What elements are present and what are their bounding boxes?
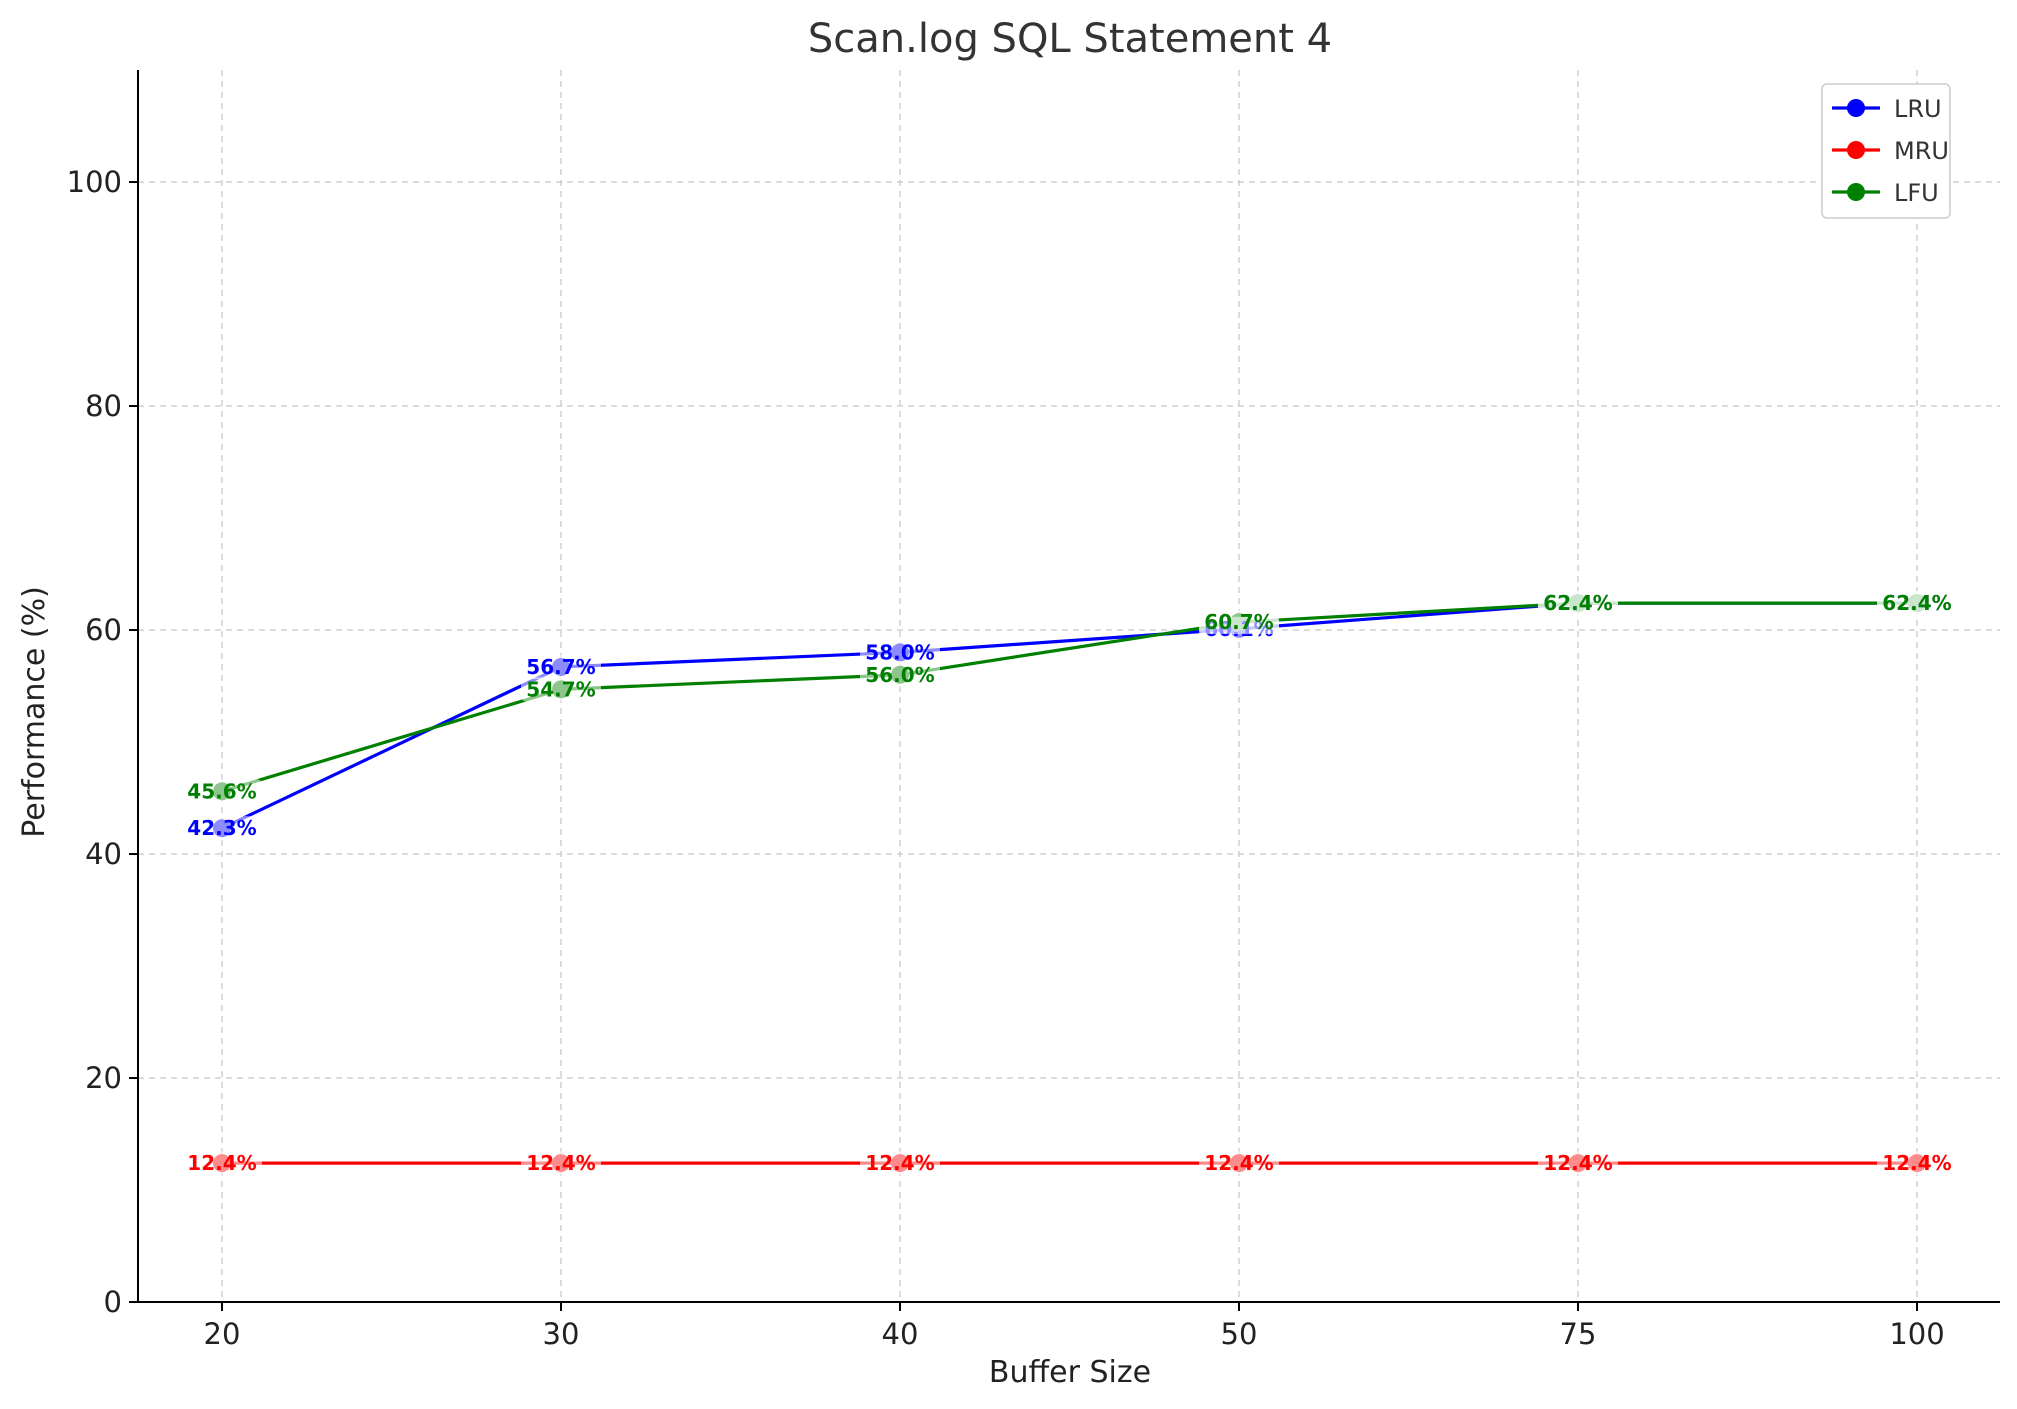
data-label-bg [1199, 1151, 1279, 1176]
y-tick-label: 40 [85, 837, 122, 871]
data-label-text: 12.4% [1204, 1151, 1273, 1175]
y-tick-label: 60 [85, 613, 122, 647]
data-label-lfu: 60.7% [1199, 610, 1279, 635]
data-label-lru: 56.7% [521, 654, 601, 679]
data-label-text: 12.4% [1882, 1151, 1951, 1175]
data-label-lru: 58.0% [860, 640, 940, 665]
data-label-bg [1538, 591, 1618, 616]
data-label-text: 56.0% [865, 663, 934, 687]
data-label-mru: 12.4% [860, 1151, 940, 1176]
data-label-bg [860, 1151, 940, 1176]
data-label-bg [182, 1151, 262, 1176]
data-label-bg [521, 677, 601, 702]
data-label-text: 62.4% [1543, 591, 1612, 615]
data-label-text: 56.7% [526, 655, 595, 679]
data-label-mru: 12.4% [521, 1151, 601, 1176]
data-label-text: 45.6% [187, 779, 256, 803]
x-tick-label: 20 [204, 1317, 241, 1351]
data-label-bg [1199, 610, 1279, 635]
series-area [213, 594, 1926, 1173]
data-label-bg [182, 816, 262, 841]
grid [138, 70, 2000, 1303]
data-label-bg [521, 654, 601, 679]
data-label-text: 58.0% [865, 640, 934, 664]
legend-item-lru: LRU [1832, 95, 1942, 123]
series-mru [213, 1154, 1926, 1173]
data-label-mru: 12.4% [182, 1151, 262, 1176]
data-label-bg [1538, 1151, 1618, 1176]
chart-title: Scan.log SQL Statement 4 [808, 16, 1332, 62]
data-label-bg [521, 1151, 601, 1176]
legend-label: MRU [1894, 137, 1949, 165]
y-tick-label: 20 [85, 1061, 122, 1095]
legend-item-lfu: LFU [1832, 179, 1939, 207]
data-label-lfu: 56.0% [860, 662, 940, 687]
legend-marker [1847, 183, 1865, 201]
data-label-bg [860, 640, 940, 665]
data-label-text: 62.4% [1882, 591, 1951, 615]
y-tick-label: 100 [67, 165, 122, 199]
data-label-text: 12.4% [187, 1151, 256, 1175]
data-label-text: 60.7% [1204, 610, 1273, 634]
legend-item-mru: MRU [1832, 137, 1949, 165]
data-label-bg [1877, 1151, 1957, 1176]
data-label-text: 42.3% [187, 816, 256, 840]
data-label-mru: 12.4% [1199, 1151, 1279, 1176]
data-label-text: 12.4% [865, 1151, 934, 1175]
data-label-text: 12.4% [1543, 1151, 1612, 1175]
y-tick-label: 0 [104, 1285, 122, 1319]
legend-marker [1847, 141, 1865, 159]
data-label-text: 54.7% [526, 677, 595, 701]
legend-label: LRU [1894, 95, 1942, 123]
y-tick-label: 80 [85, 389, 122, 423]
x-tick-label: 75 [1560, 1317, 1597, 1351]
x-tick-label: 40 [882, 1317, 919, 1351]
data-labels: 42.3%56.7%58.0%60.1%62.4%62.4%12.4%12.4%… [182, 591, 1957, 1176]
data-label-lfu: 45.6% [182, 779, 262, 804]
legend-label: LFU [1894, 179, 1939, 207]
y-axis-label: Performance (%) [17, 586, 52, 838]
legend-marker [1847, 99, 1865, 117]
data-label-mru: 12.4% [1538, 1151, 1618, 1176]
data-label-lfu: 62.4% [1538, 591, 1618, 616]
data-label-bg [182, 779, 262, 804]
data-label-text: 12.4% [526, 1151, 595, 1175]
series-line-lfu [221, 601, 1917, 793]
axes: 20 30 40 50 75 100 0 20 40 60 80 100 [67, 70, 2000, 1351]
x-tick-label: 100 [1889, 1317, 1944, 1351]
x-axis-label: Buffer Size [989, 1355, 1151, 1390]
x-tick-label: 30 [543, 1317, 580, 1351]
series-lfu [213, 594, 1926, 801]
data-label-lfu: 54.7% [521, 677, 601, 702]
legend: LRU MRU LFU [1821, 83, 1951, 219]
data-label-lfu: 62.4% [1877, 591, 1957, 616]
data-label-bg [1877, 591, 1957, 616]
data-label-bg [860, 662, 940, 687]
data-label-lru: 42.3% [182, 816, 262, 841]
data-label-mru: 12.4% [1877, 1151, 1957, 1176]
x-tick-label: 50 [1221, 1317, 1258, 1351]
